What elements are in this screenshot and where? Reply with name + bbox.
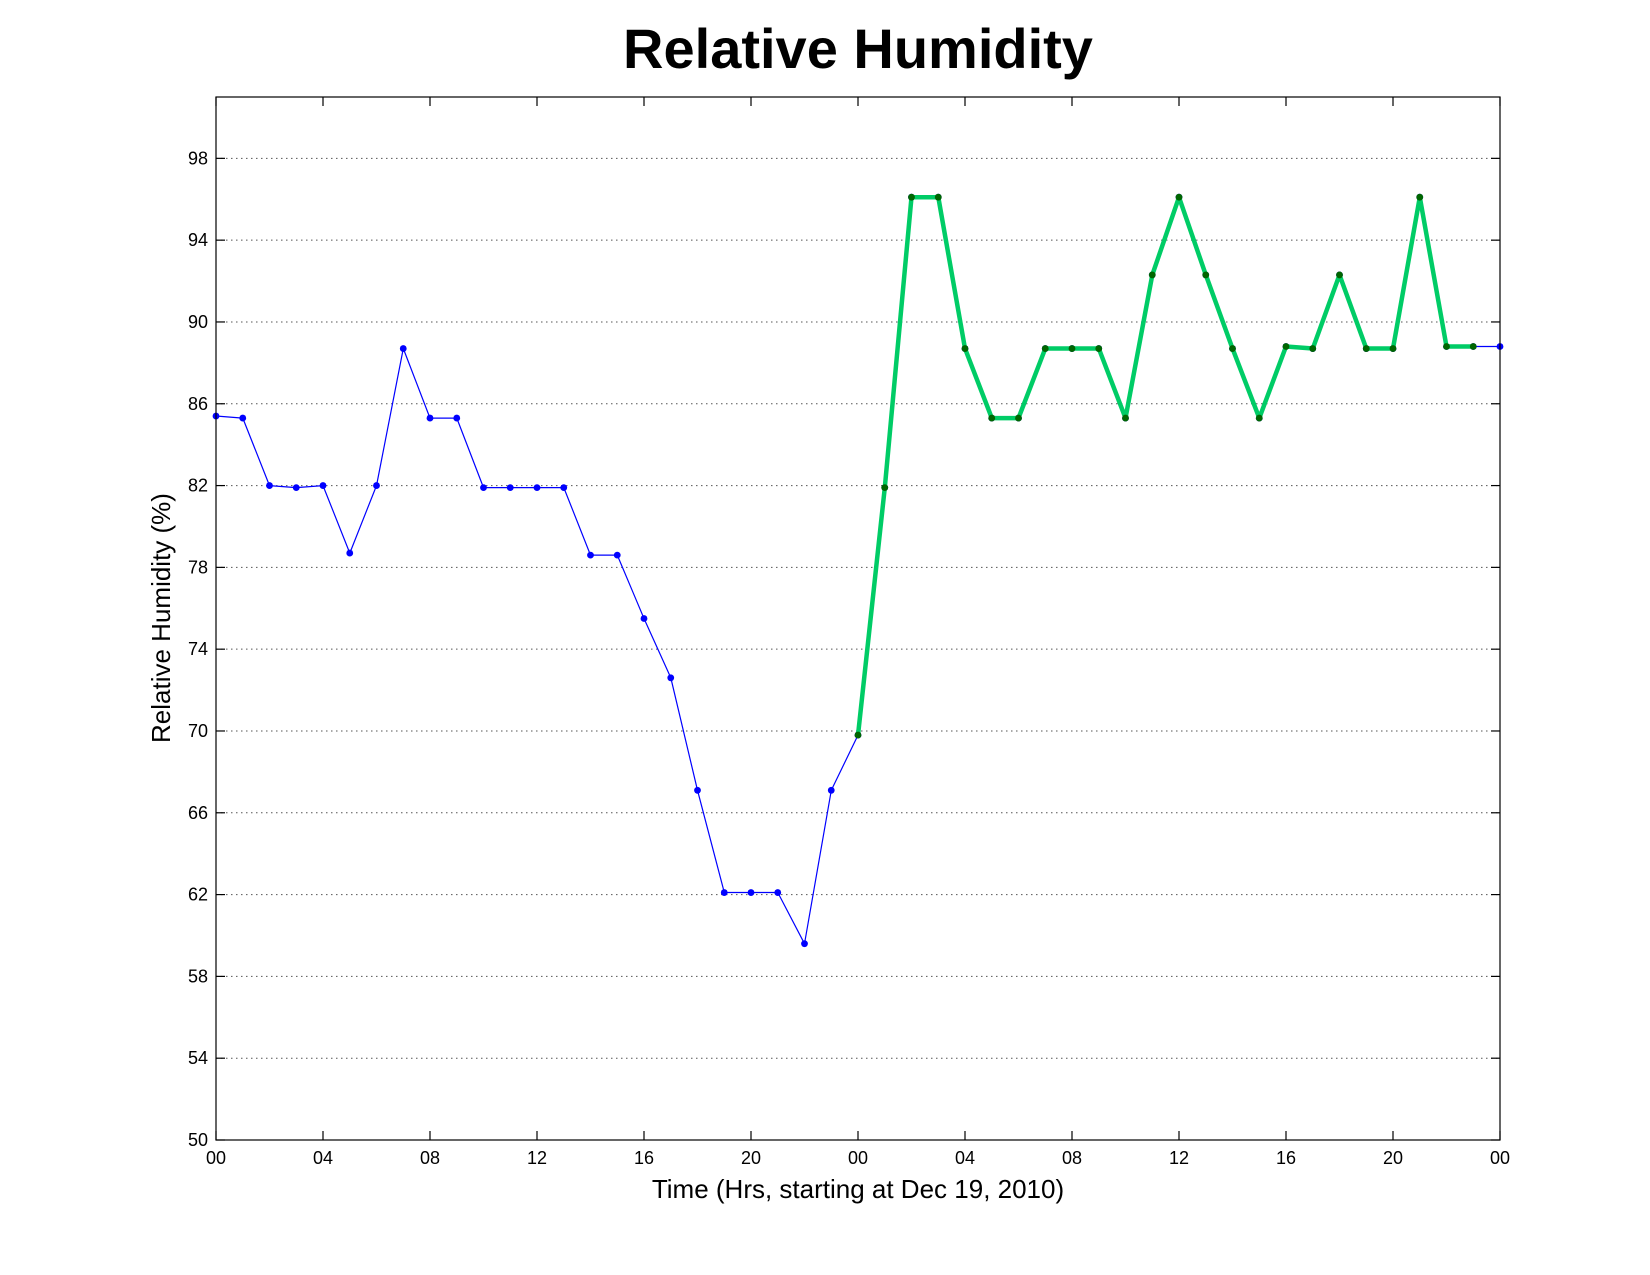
data-point [1068, 345, 1076, 352]
y-tick-label: 74 [188, 639, 208, 659]
data-point [346, 549, 354, 557]
data-point [1389, 345, 1397, 352]
x-tick-label: 08 [1062, 1148, 1082, 1168]
chart-title: Relative Humidity [623, 17, 1093, 80]
y-tick-label: 58 [188, 966, 208, 986]
data-point [881, 484, 889, 492]
x-tick-label: 04 [955, 1148, 975, 1168]
series-0 [212, 193, 1504, 948]
series-line [215, 196, 1500, 945]
data-point [426, 414, 434, 422]
x-tick-label: 16 [1276, 1148, 1296, 1168]
x-tick-label: 08 [420, 1148, 440, 1168]
x-tick-label: 20 [1383, 1148, 1403, 1168]
data-point [694, 786, 701, 794]
y-tick-label: 70 [188, 721, 208, 741]
data-point [560, 484, 568, 492]
data-point [533, 484, 541, 492]
data-point [827, 786, 835, 794]
data-point [988, 414, 996, 422]
x-tick-label: 00 [848, 1148, 868, 1168]
series-1 [854, 193, 1477, 739]
data-point [1148, 271, 1156, 279]
data-point [266, 482, 273, 489]
data-point [667, 674, 675, 682]
data-point [747, 889, 755, 896]
y-tick-label: 50 [188, 1130, 208, 1150]
data-point [1469, 343, 1477, 350]
ticks: 50 54 58 62 66 70 74 78 82 86 90 94 98 00 04 08 12 16 20 00… [188, 97, 1510, 1168]
x-tick-label: 12 [527, 1148, 547, 1168]
data-point [613, 551, 621, 559]
x-tick-label: 20 [741, 1148, 761, 1168]
data-point [1282, 343, 1290, 350]
data-point [1175, 193, 1183, 201]
x-tick-label: 00 [1490, 1148, 1510, 1168]
data-point [1255, 414, 1263, 422]
series-layer [212, 193, 1504, 948]
data-point [1443, 343, 1450, 350]
y-tick-label: 86 [188, 394, 208, 414]
data-point [1336, 271, 1343, 279]
data-point [587, 551, 594, 559]
y-tick-label: 54 [188, 1048, 208, 1068]
y-axis-label: Relative Humidity (%) [146, 493, 176, 743]
y-tick-label: 62 [188, 885, 208, 905]
data-point [292, 484, 300, 492]
data-point [801, 940, 808, 948]
data-point [908, 193, 915, 201]
plot-frame [215, 96, 1501, 1141]
y-tick-label: 90 [188, 312, 208, 332]
y-tick-label: 66 [188, 803, 208, 823]
data-point [1309, 345, 1317, 352]
data-point [319, 482, 327, 489]
data-point [399, 345, 407, 352]
data-point [720, 889, 728, 896]
x-tick-label: 04 [313, 1148, 333, 1168]
data-point [480, 484, 487, 492]
data-point [774, 889, 782, 896]
data-point [506, 484, 514, 492]
data-point [1095, 345, 1103, 352]
x-tick-label: 16 [634, 1148, 654, 1168]
data-point [961, 345, 969, 352]
data-point [1122, 414, 1129, 422]
data-point [934, 193, 942, 201]
x-axis-label: Time (Hrs, starting at Dec 19, 2010) [652, 1174, 1064, 1204]
data-point [854, 731, 862, 739]
y-tick-label: 78 [188, 557, 208, 577]
data-point [453, 414, 461, 422]
x-tick-label: 00 [206, 1148, 226, 1168]
y-tick-label: 94 [188, 230, 208, 250]
data-point [373, 482, 380, 489]
x-tick-label: 12 [1169, 1148, 1189, 1168]
data-point [640, 615, 648, 622]
grid-lines [216, 157, 1500, 1059]
data-point [1362, 345, 1370, 352]
series-line [855, 194, 1474, 736]
data-point [1416, 193, 1424, 201]
data-point [1229, 345, 1236, 352]
data-point [1202, 271, 1210, 279]
data-point [1041, 345, 1049, 352]
y-tick-label: 82 [188, 476, 208, 496]
y-tick-label: 98 [188, 148, 208, 168]
data-point [239, 414, 247, 422]
data-point [1015, 414, 1022, 422]
